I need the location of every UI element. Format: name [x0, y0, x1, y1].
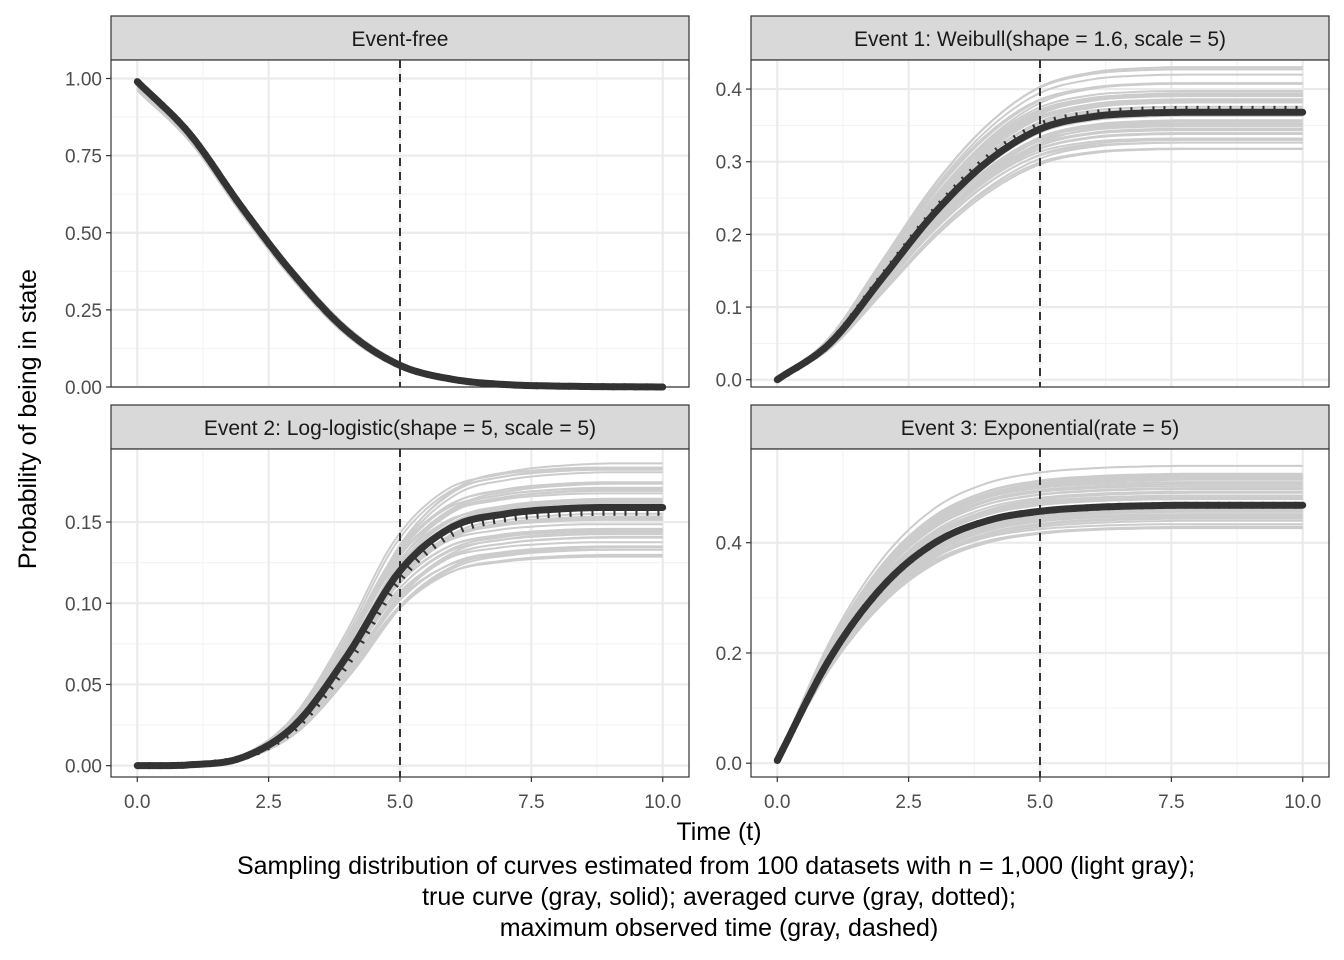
true-curve [133, 504, 667, 770]
x-tick-label: 5.0 [1027, 792, 1053, 813]
y-tick-label: 0.10 [65, 594, 102, 615]
true-curve [773, 108, 1307, 384]
panel-border [110, 59, 690, 388]
caption-line-2: true curve (gray, solid); averaged curve… [422, 883, 1016, 911]
x-tick-label: 7.5 [1158, 792, 1184, 813]
sample-curve [776, 523, 1303, 762]
panel-3: Event 2: Log-logistic(shape = 5, scale =… [65, 404, 690, 813]
panels-group: Event-free 0.00 0.25 0.50 0.75 1.00 Event 1: W… [65, 15, 1330, 813]
caption-line-1: Sampling distribution of curves estimate… [237, 852, 1195, 880]
x-tick-label: 7.5 [518, 792, 544, 813]
y-tick-label: 0.3 [716, 153, 742, 174]
y-tick-label: 0.2 [716, 644, 742, 665]
x-axis-title: Time (t) [676, 818, 761, 846]
y-tick-label: 0.05 [65, 675, 102, 696]
y-tick-label: 0.0 [716, 754, 742, 775]
sample-curve [776, 138, 1303, 381]
y-tick-label: 0.00 [65, 757, 102, 778]
y-tick-label: 0.50 [65, 224, 102, 245]
sample-curve [776, 68, 1303, 381]
y-tick-label: 0.4 [716, 534, 743, 555]
strip-background [110, 15, 690, 61]
y-tick-label: 0.4 [716, 80, 743, 101]
strip-background [110, 404, 690, 450]
x-tick-label: 2.5 [895, 792, 921, 813]
strip-title: Event 3: Exponential(rate = 5) [901, 417, 1179, 440]
y-tick-label: 0.2 [716, 225, 742, 246]
x-tick-label: 10.0 [1284, 792, 1321, 813]
y-tick-label: 0.15 [65, 513, 102, 534]
strip-background [750, 15, 1330, 61]
sample-curve [776, 483, 1303, 761]
x-tick-label: 10.0 [644, 792, 681, 813]
x-tick-label: 5.0 [387, 792, 413, 813]
strip-title: Event-free [352, 28, 449, 51]
y-tick-label: 0.25 [65, 301, 102, 322]
true-curve [133, 78, 667, 391]
y-tick-label: 0.75 [65, 147, 102, 168]
panel-border [750, 59, 1330, 388]
panel-2: Event 1: Weibull(shape = 1.6, scale = 5)… [716, 15, 1330, 392]
panel-1: Event-free 0.00 0.25 0.50 0.75 1.00 [65, 15, 690, 399]
sample-curve [776, 494, 1303, 761]
strip-title: Event 2: Log-logistic(shape = 5, scale =… [204, 417, 596, 440]
x-tick-label: 0.0 [124, 792, 150, 813]
y-tick-label: 0.1 [716, 298, 742, 319]
x-tick-label: 0.0 [764, 792, 790, 813]
y-axis-title: Probability of being in state [14, 269, 42, 569]
sample-curve [776, 464, 1303, 761]
x-tick-label: 2.5 [255, 792, 281, 813]
strip-background [750, 404, 1330, 450]
y-tick-label: 0.0 [716, 371, 742, 392]
y-tick-label: 1.00 [65, 70, 102, 91]
y-tick-label: 0.00 [65, 378, 102, 399]
strip-title: Event 1: Weibull(shape = 1.6, scale = 5) [854, 28, 1226, 51]
panel-4: Event 3: Exponential(rate = 5) 0.0 0.2 0.4 0… [716, 404, 1330, 813]
caption-line-3: maximum observed time (gray, dashed) [500, 914, 939, 942]
